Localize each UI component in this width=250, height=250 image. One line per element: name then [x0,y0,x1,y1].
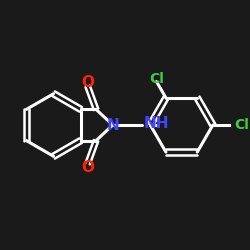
Text: N: N [106,118,119,132]
Text: NH: NH [144,116,169,132]
Text: Cl: Cl [149,72,164,86]
Text: O: O [81,160,94,175]
Text: O: O [81,75,94,90]
Text: Cl: Cl [234,118,249,132]
